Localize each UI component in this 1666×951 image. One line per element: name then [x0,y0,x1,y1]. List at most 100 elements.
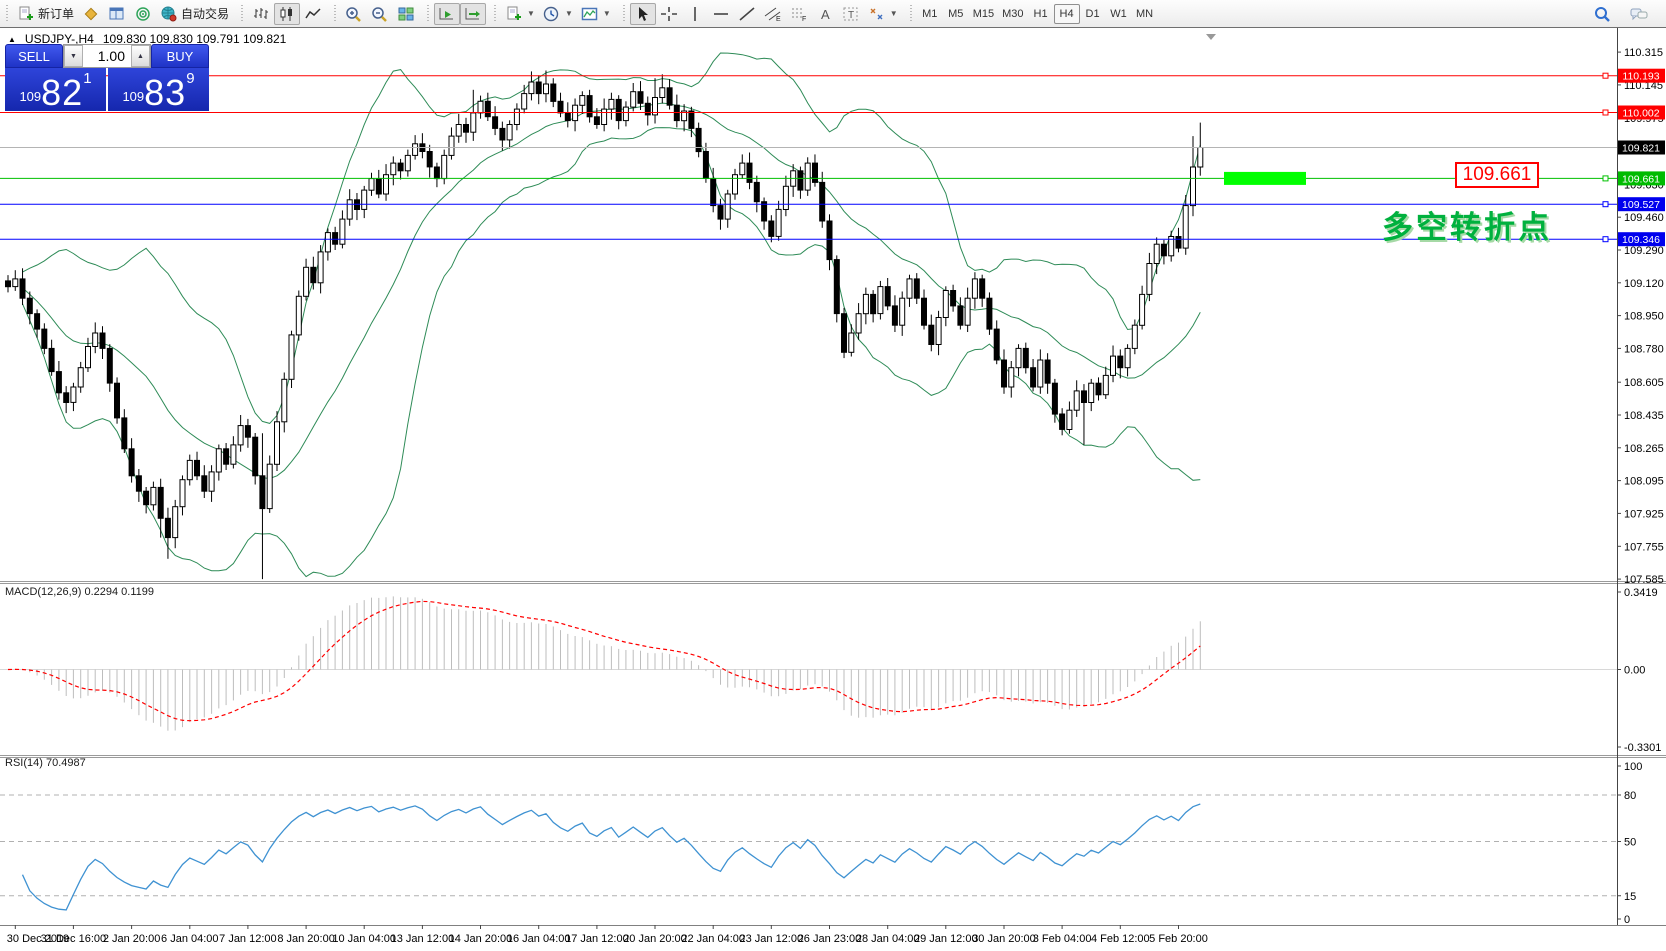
macd-indicator[interactable] [0,596,1617,731]
vertical-line-button[interactable] [682,3,708,25]
autotrading-icon [160,6,178,22]
new-chart-dropdown[interactable]: ▼ [501,3,539,25]
candlestick-chart-icon [278,6,296,22]
arrows-dropdown[interactable]: ▼ [864,3,902,25]
fibonacci-button[interactable]: F [786,3,812,25]
bar-chart-button[interactable] [248,3,274,25]
market-watch-icon-icon [108,6,126,22]
equidistant-channel-icon: E [764,6,782,22]
cursor-button[interactable] [629,2,656,25]
svg-text:110.193: 110.193 [1622,71,1659,83]
symbol-period-label: USDJPY-,H4 [24,32,94,46]
toolbar-group-grip [621,4,627,23]
line-chart-button[interactable] [300,3,326,25]
candlestick-series[interactable] [5,70,1204,580]
sell-price-base: 109 [19,89,42,104]
toolbar-group-grip [908,4,914,23]
support-line-lower[interactable] [0,236,1617,243]
collapse-chart-icon[interactable]: ▲ [8,34,16,44]
signals-icon[interactable] [130,3,156,25]
search-icon[interactable] [1590,3,1616,25]
volume-input[interactable] [83,45,131,67]
chevron-down-icon: ▼ [564,9,573,18]
buy-button[interactable]: BUY [151,44,209,68]
timeframe-button-h1[interactable]: H1 [1028,4,1054,24]
zoom-in-button[interactable] [341,3,367,25]
svg-text:80: 80 [1624,790,1636,802]
periods-dropdown[interactable]: ▼ [539,3,577,25]
chart-svg[interactable]: 110.315110.145109.975109.805109.630109.4… [0,28,1666,951]
new-order-button[interactable]: 新订单 [13,3,78,25]
timeframe-button-m5[interactable]: M5 [943,4,969,24]
svg-text:107.925: 107.925 [1624,508,1664,520]
autotrading-button[interactable]: 自动交易 [156,3,233,25]
svg-text:13 Jan 12:00: 13 Jan 12:00 [391,933,455,945]
trendline-icon [738,6,756,22]
indicators-dropdown[interactable]: ▼ [577,3,615,25]
tile-windows-button[interactable] [393,3,419,25]
signals-icon-icon [134,6,152,22]
chevron-down-icon: ▼ [602,9,611,18]
equidistant-channel-button[interactable]: E [760,3,786,25]
toolbar-group: ▼ ▼ ▼ [488,0,617,27]
timeframe-button-h4[interactable]: H4 [1053,3,1080,24]
svg-text:17 Jan 12:00: 17 Jan 12:00 [565,933,629,945]
text-label-button[interactable]: T [838,3,864,25]
horizontal-line-button[interactable] [708,3,734,25]
sell-price-display[interactable]: 109 82 1 [5,68,106,111]
buy-price-display[interactable]: 109 83 9 [108,68,209,111]
svg-text:109.346: 109.346 [1622,234,1660,246]
buy-price-base: 109 [122,89,145,104]
svg-text:30 Dec 2019: 30 Dec 2019 [7,933,69,945]
timeframe-button-mn[interactable]: MN [1132,4,1158,24]
chat-icon[interactable] [1626,3,1652,25]
market-watch-icon[interactable] [104,3,130,25]
text-button[interactable]: A [812,3,838,25]
bollinger-bands[interactable] [22,52,1201,578]
price-level-annotation-box[interactable]: 109.661 [1455,162,1539,188]
pane-separator[interactable] [0,755,1666,758]
crosshair-button[interactable] [656,3,682,25]
resistance-line-upper[interactable] [0,72,1617,79]
volume-increase-button[interactable]: ▲ [131,45,150,67]
volume-decrease-button[interactable]: ▼ [64,45,83,67]
toolbar-right-icons [1590,3,1666,25]
zoom-out-button[interactable] [367,3,393,25]
support-line-upper[interactable] [0,201,1617,208]
svg-text:15: 15 [1624,891,1636,903]
pivot-line-green[interactable] [0,175,1617,182]
candlestick-chart-button[interactable] [274,2,301,25]
timeframe-button-m30[interactable]: M30 [998,4,1027,24]
svg-text:31 Dec 16:00: 31 Dec 16:00 [41,933,106,945]
toolbar-group-grip [5,4,10,23]
sell-price-pip: 1 [83,70,92,87]
timeframe-button-m15[interactable]: M15 [969,4,998,24]
resistance-line-lower[interactable] [0,109,1617,116]
price-axis[interactable]: 110.315110.145109.975109.805109.630109.4… [1617,28,1665,926]
svg-text:0.3419: 0.3419 [1624,587,1658,599]
chart-profiles-icon[interactable] [78,3,104,25]
auto-scroll-button[interactable] [434,2,461,25]
periods-icon [543,6,561,22]
svg-text:29 Jan 12:00: 29 Jan 12:00 [914,933,978,945]
timeframe-button-m1[interactable]: M1 [917,4,943,24]
toolbar-group [328,0,421,27]
vertical-line-icon [686,6,704,22]
timeframe-button-d1[interactable]: D1 [1080,4,1106,24]
sell-button[interactable]: SELL [5,44,63,68]
timeframe-button-w1[interactable]: W1 [1106,4,1132,24]
svg-text:E: E [776,16,781,22]
turning-point-annotation[interactable]: 多空转折点 [1382,210,1552,245]
pane-separator[interactable] [0,581,1666,584]
rsi-indicator-label: RSI(14) 70.4987 [5,757,86,769]
green-zone-rectangle[interactable] [1224,171,1306,185]
buy-price-pip: 9 [186,70,195,87]
rsi-indicator[interactable] [0,794,1617,911]
svg-text:T: T [848,10,854,21]
chart-shift-button[interactable] [460,2,487,25]
trendline-button[interactable] [734,3,760,25]
chart-canvas[interactable]: 110.315110.145109.975109.805109.630109.4… [0,28,1666,951]
svg-text:108.950: 108.950 [1624,311,1664,323]
